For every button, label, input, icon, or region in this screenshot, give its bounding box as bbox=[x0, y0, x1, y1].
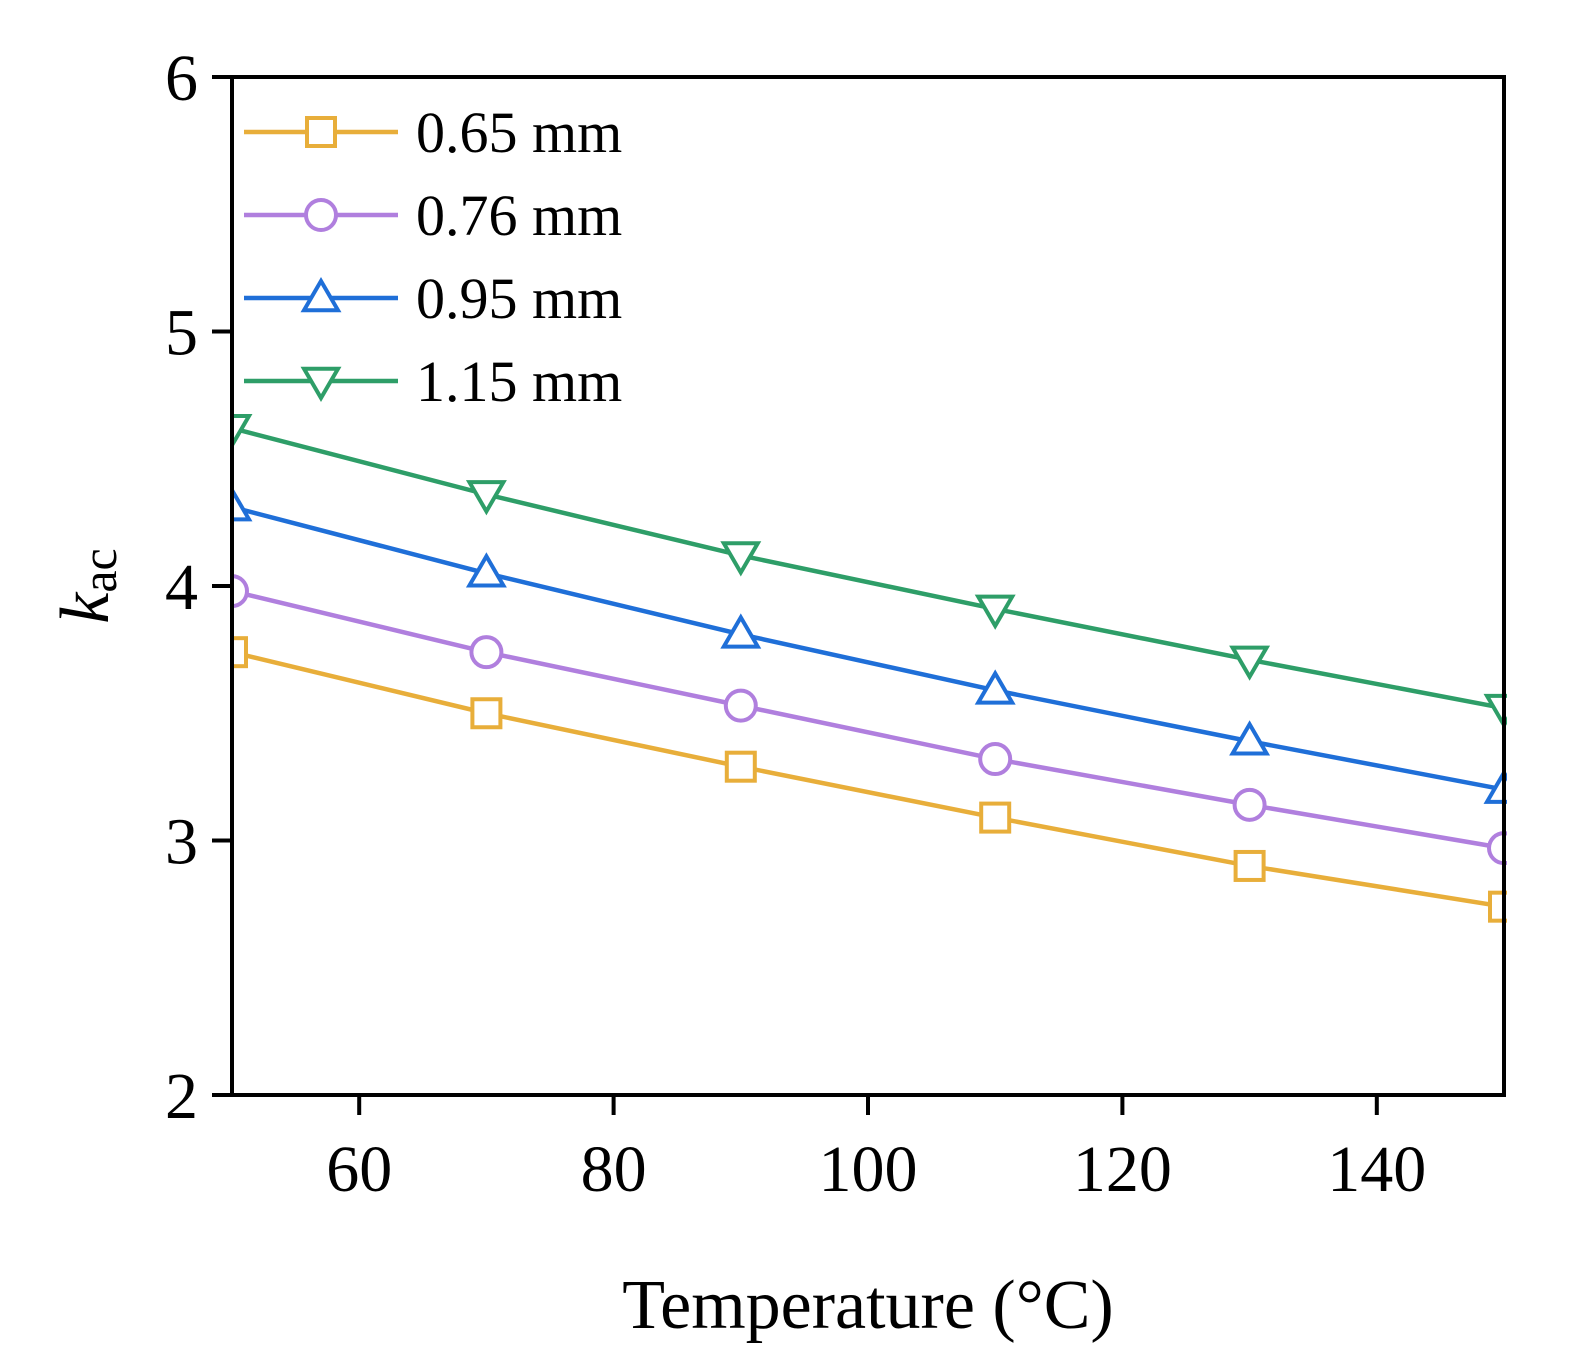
data-point bbox=[723, 688, 758, 723]
series-line bbox=[232, 649, 1505, 909]
y-tick-label: 2 bbox=[165, 1060, 198, 1133]
data-point bbox=[232, 413, 253, 450]
x-tick-label: 120 bbox=[1073, 1133, 1172, 1206]
data-point bbox=[720, 613, 762, 649]
data-point bbox=[1229, 645, 1271, 681]
data-point bbox=[232, 636, 248, 669]
legend-label: 0.65 mm bbox=[416, 100, 622, 165]
y-tick-label: 4 bbox=[165, 551, 198, 624]
data-point bbox=[469, 635, 504, 670]
y-axis-title: kac bbox=[47, 548, 127, 623]
legend-label: 0.76 mm bbox=[416, 183, 622, 248]
legend-marker bbox=[300, 366, 342, 402]
series-layer bbox=[232, 413, 1507, 923]
data-point bbox=[979, 801, 1012, 834]
data-point bbox=[232, 486, 253, 522]
data-point bbox=[465, 480, 507, 516]
y-tick-label: 5 bbox=[165, 297, 198, 370]
data-point bbox=[465, 552, 507, 588]
y-tick-label: 3 bbox=[165, 806, 198, 879]
axes-layer: 2 3 4 5 6 60 80 100 120 140 bbox=[165, 42, 1426, 1206]
y-axis-title-main: k bbox=[47, 591, 124, 624]
legend-label: 0.95 mm bbox=[416, 266, 622, 331]
y-tick-label: 6 bbox=[165, 42, 198, 115]
series-2 bbox=[232, 574, 1507, 866]
legend-label: 1.15 mm bbox=[416, 349, 622, 414]
data-point bbox=[1232, 787, 1267, 822]
series-4 bbox=[232, 413, 1507, 730]
x-tick-label: 100 bbox=[819, 1133, 918, 1206]
data-point bbox=[724, 750, 757, 783]
data-point bbox=[974, 669, 1016, 705]
legend-item-1: 0.65 mm bbox=[244, 100, 622, 165]
legend-marker bbox=[304, 198, 338, 232]
series-3 bbox=[232, 486, 1507, 804]
data-point bbox=[1229, 720, 1271, 756]
x-tick-label: 60 bbox=[326, 1133, 392, 1206]
series-line bbox=[232, 588, 1505, 851]
x-tick-label: 80 bbox=[581, 1133, 647, 1206]
data-point bbox=[974, 594, 1016, 630]
data-point bbox=[1233, 849, 1266, 882]
legend-marker bbox=[300, 277, 342, 313]
legend-item-4: 1.15 mm bbox=[244, 349, 622, 414]
x-axis-title: Temperature (°C) bbox=[622, 1267, 1113, 1344]
series-line bbox=[232, 426, 1505, 711]
x-tick-label: 140 bbox=[1327, 1133, 1426, 1206]
legend-marker bbox=[305, 116, 337, 148]
data-point bbox=[720, 541, 762, 577]
data-point bbox=[232, 574, 249, 609]
series-line bbox=[232, 504, 1505, 792]
y-axis-title-subscript: ac bbox=[71, 548, 127, 592]
data-point bbox=[470, 697, 503, 730]
legend-item-3: 0.95 mm bbox=[244, 266, 622, 331]
legend-item-2: 0.76 mm bbox=[244, 183, 622, 248]
data-point bbox=[978, 742, 1013, 777]
legend: 0.65 mm 0.76 mm 0.95 mm 1.15 mm bbox=[244, 100, 622, 414]
series-1 bbox=[232, 636, 1507, 923]
